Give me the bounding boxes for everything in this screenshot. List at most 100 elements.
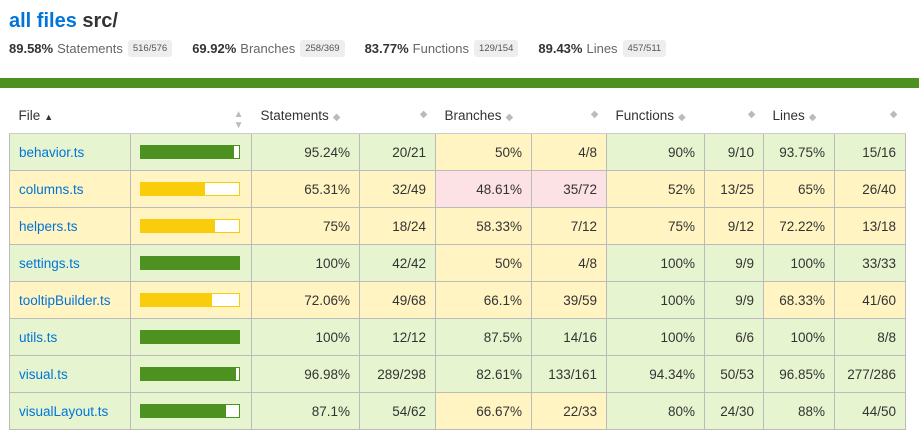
statements-fraction: 20/21 <box>359 133 436 171</box>
column-label: File <box>18 108 41 123</box>
column-header-branches-fraction[interactable]: ◆ <box>531 98 607 134</box>
coverage-bar-fill <box>141 368 237 380</box>
statements-pct: 72.06% <box>251 281 360 319</box>
lines-pct: 65% <box>763 170 835 208</box>
summary-label: Functions <box>412 41 470 56</box>
column-label: Lines <box>772 108 805 123</box>
table-row: tooltipBuilder.ts 72.06% 49/68 66.1% 39/59 10… <box>9 281 906 319</box>
coverage-bar-cell <box>130 207 252 245</box>
file-cell: behavior.ts <box>9 133 131 171</box>
table-row: visual.ts 96.98% 289/298 82.61% 133/161 94.34… <box>9 355 906 393</box>
all-files-link[interactable]: all files <box>9 10 77 32</box>
column-header-file[interactable]: File ▲ <box>9 98 131 134</box>
file-link[interactable]: helpers.ts <box>19 218 78 234</box>
branches-fraction: 35/72 <box>531 170 607 208</box>
lines-pct: 68.33% <box>763 281 835 319</box>
column-header-lines-fraction[interactable]: ◆ <box>834 98 906 134</box>
file-link[interactable]: visualLayout.ts <box>19 403 109 419</box>
coverage-bar-fill <box>141 257 239 269</box>
coverage-bar <box>140 219 240 233</box>
file-cell: tooltipBuilder.ts <box>9 281 131 319</box>
coverage-bar-fill <box>141 331 239 343</box>
branches-pct: 58.33% <box>435 207 532 245</box>
branches-fraction: 22/33 <box>531 392 607 430</box>
coverage-bar-fill <box>141 405 227 417</box>
statements-fraction: 12/12 <box>359 318 436 356</box>
column-header-lines[interactable]: Lines ◆ <box>763 98 835 134</box>
coverage-bar <box>140 404 240 418</box>
file-link[interactable]: behavior.ts <box>19 144 85 160</box>
coverage-bar <box>140 330 240 344</box>
file-link[interactable]: tooltipBuilder.ts <box>19 292 111 308</box>
functions-fraction: 24/30 <box>704 392 764 430</box>
lines-fraction: 277/286 <box>834 355 906 393</box>
lines-fraction: 26/40 <box>834 170 906 208</box>
coverage-summary: 89.58% Statements 516/576 69.92% Branche… <box>9 40 919 57</box>
coverage-bar-cell <box>130 244 252 282</box>
summary-fraction: 258/369 <box>300 40 345 57</box>
table-row: helpers.ts 75% 18/24 58.33% 7/12 75% 9/12 72.22… <box>9 207 906 245</box>
summary-statements: 89.58% Statements 516/576 <box>9 40 173 57</box>
column-header-branches[interactable]: Branches ◆ <box>435 98 532 134</box>
file-link[interactable]: utils.ts <box>19 329 58 345</box>
statements-fraction: 49/68 <box>359 281 436 319</box>
coverage-bar-fill <box>141 294 212 306</box>
page-title: all files src/ <box>9 8 919 34</box>
functions-fraction: 50/53 <box>704 355 764 393</box>
summary-label: Branches <box>240 41 296 56</box>
functions-fraction: 9/10 <box>704 133 764 171</box>
statements-pct: 100% <box>251 244 360 282</box>
lines-pct: 93.75% <box>763 133 835 171</box>
table-row: visualLayout.ts 87.1% 54/62 66.67% 22/33 80% 2… <box>9 392 906 430</box>
file-link[interactable]: visual.ts <box>19 366 68 382</box>
statements-pct: 95.24% <box>251 133 360 171</box>
lines-pct: 100% <box>763 318 835 356</box>
file-link[interactable]: settings.ts <box>19 255 80 271</box>
sort-icon: ◆ <box>332 112 341 123</box>
statements-pct: 96.98% <box>251 355 360 393</box>
functions-fraction: 9/12 <box>704 207 764 245</box>
lines-fraction: 8/8 <box>834 318 906 356</box>
coverage-bar-cell <box>130 281 252 319</box>
lines-fraction: 15/16 <box>834 133 906 171</box>
branches-pct: 50% <box>435 133 532 171</box>
functions-pct: 94.34% <box>606 355 705 393</box>
file-link[interactable]: columns.ts <box>19 181 84 197</box>
column-header-statements-fraction[interactable]: ◆ <box>359 98 436 134</box>
branches-pct: 87.5% <box>435 318 532 356</box>
statements-pct: 100% <box>251 318 360 356</box>
coverage-bar-cell <box>130 355 252 393</box>
sort-ascending-icon: ▲ <box>44 112 54 122</box>
column-header-functions-fraction[interactable]: ◆ <box>704 98 764 134</box>
summary-label: Lines <box>586 41 618 56</box>
column-header-statements[interactable]: Statements ◆ <box>251 98 360 134</box>
branches-fraction: 14/16 <box>531 318 607 356</box>
statements-fraction: 42/42 <box>359 244 436 282</box>
coverage-bar <box>140 182 240 196</box>
functions-pct: 100% <box>606 318 705 356</box>
column-label: Functions <box>615 108 675 123</box>
functions-pct: 52% <box>606 170 705 208</box>
coverage-bar-cell <box>130 170 252 208</box>
report-header: all files src/ 89.58% Statements 516/576… <box>0 0 919 57</box>
coverage-bar-fill <box>141 220 215 232</box>
file-cell: helpers.ts <box>9 207 131 245</box>
lines-pct: 96.85% <box>763 355 835 393</box>
statements-fraction: 54/62 <box>359 392 436 430</box>
branches-pct: 66.67% <box>435 392 532 430</box>
sort-icon: ▲ ▼ <box>233 109 244 131</box>
summary-pct: 89.43% <box>538 41 583 56</box>
coverage-bar-cell <box>130 318 252 356</box>
coverage-bar-fill <box>141 146 235 158</box>
coverage-table: File ▲ ▲ ▼ Statements ◆ ◆ Branches ◆ ◆ Funct… <box>9 98 906 430</box>
column-header-coverage-bar[interactable]: ▲ ▼ <box>130 98 252 134</box>
statements-pct: 87.1% <box>251 392 360 430</box>
column-header-functions[interactable]: Functions ◆ <box>606 98 705 134</box>
column-label: Statements <box>260 108 329 123</box>
functions-fraction: 9/9 <box>704 244 764 282</box>
file-cell: visualLayout.ts <box>9 392 131 430</box>
statements-fraction: 32/49 <box>359 170 436 208</box>
branches-fraction: 133/161 <box>531 355 607 393</box>
functions-fraction: 13/25 <box>704 170 764 208</box>
summary-label: Statements <box>57 41 123 56</box>
